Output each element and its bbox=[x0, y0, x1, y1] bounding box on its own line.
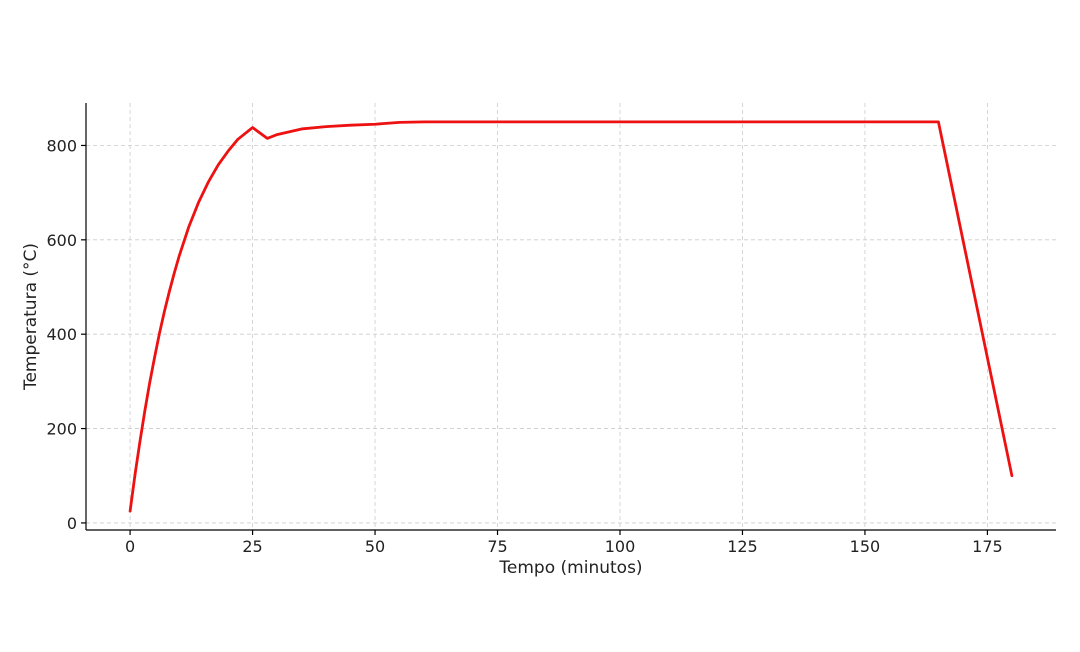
series-line-0 bbox=[128, 120, 1014, 513]
x-axis-ticks: 0 25 50 75 100 125 150 175 bbox=[125, 530, 1003, 556]
y-tick-label: 200 bbox=[46, 420, 77, 439]
x-tick-label: 175 bbox=[972, 537, 1003, 556]
x-tick-label: 50 bbox=[365, 537, 385, 556]
x-tick-label: 125 bbox=[727, 537, 758, 556]
series bbox=[128, 120, 1014, 513]
x-tick-label: 150 bbox=[850, 537, 881, 556]
grid bbox=[86, 103, 1056, 530]
y-tick-label: 800 bbox=[46, 136, 77, 155]
y-tick-label: 400 bbox=[46, 325, 77, 344]
x-tick-label: 75 bbox=[487, 537, 507, 556]
y-tick-label: 600 bbox=[46, 231, 77, 250]
y-axis-title: Temperatura (°C) bbox=[21, 243, 41, 391]
x-tick-label: 100 bbox=[605, 537, 636, 556]
y-tick-label: 0 bbox=[67, 514, 77, 533]
x-tick-label: 25 bbox=[242, 537, 262, 556]
x-tick-label: 0 bbox=[125, 537, 135, 556]
y-axis-ticks: 0 200 400 600 800 bbox=[46, 136, 86, 533]
axes bbox=[85, 103, 1056, 531]
x-axis-title: Tempo (minutos) bbox=[498, 558, 642, 578]
